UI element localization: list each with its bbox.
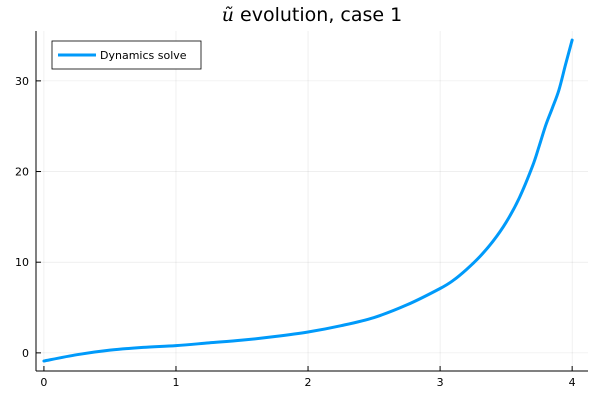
x-tick-label-0: 0 (40, 376, 47, 389)
y-tick-label-0: 0 (22, 347, 29, 360)
y-tick-label-2: 20 (15, 166, 29, 179)
y-tick-label-1: 10 (15, 256, 29, 269)
chart-title: ũ evolution, case 1 (222, 4, 402, 26)
y-tick-label-3: 30 (15, 75, 29, 88)
series-lines (42, 38, 574, 363)
x-tick-label-4: 4 (569, 376, 576, 389)
x-tick-label-3: 3 (437, 376, 444, 389)
chart-title-text: evolution, case 1 (234, 4, 402, 26)
series-line-0 (42, 38, 574, 363)
tick-labels: 0 1 2 3 4 0 10 20 30 (15, 75, 576, 389)
chart-title-variable: ũ (222, 4, 234, 26)
legend-label-0: Dynamics solve (100, 49, 187, 62)
x-tick-label-2: 2 (305, 376, 312, 389)
axes (35, 31, 588, 372)
legend: Dynamics solve (51, 40, 202, 70)
grid-lines (36, 31, 588, 371)
x-tick-label-1: 1 (172, 376, 179, 389)
